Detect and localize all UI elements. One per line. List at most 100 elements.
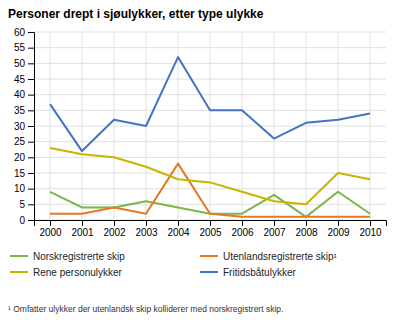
- y-tick-label: 5: [19, 199, 25, 210]
- x-tick: 2007: [263, 220, 286, 238]
- x-tick: 2010: [359, 220, 382, 238]
- legend-item: Utenlandsregistrerte skip¹: [200, 251, 338, 262]
- y-tick-label: 20: [14, 152, 26, 163]
- x-tick: 2000: [39, 220, 62, 238]
- legend-label: Utenlandsregistrerte skip¹: [223, 251, 338, 262]
- plot-area: [50, 57, 370, 217]
- y-tick: 15: [14, 168, 34, 179]
- series-line: [50, 57, 370, 151]
- x-tick-label: 2006: [231, 227, 254, 238]
- x-tick: 2001: [71, 220, 94, 238]
- x-tick-mark: [306, 220, 307, 226]
- grid-line-x: [114, 32, 115, 220]
- y-tick-mark: [28, 48, 34, 49]
- legend-label: Rene personulykker: [33, 267, 123, 278]
- legend-swatch: [200, 271, 218, 273]
- x-tick-label: 2010: [359, 227, 382, 238]
- legend-item: Norskregistrerte skip: [10, 251, 125, 262]
- y-tick-mark: [28, 32, 34, 33]
- y-tick-label: 45: [14, 74, 26, 85]
- y-tick-mark: [28, 95, 34, 96]
- grid-line-x: [210, 32, 211, 220]
- y-tick-label: 40: [14, 89, 26, 100]
- x-tick-mark: [242, 220, 243, 226]
- x-tick-label: 2007: [263, 227, 286, 238]
- x-tick-label: 2009: [327, 227, 350, 238]
- grid-line-x: [306, 32, 307, 220]
- x-tick-mark: [210, 220, 211, 226]
- grid-line-x: [370, 32, 371, 220]
- y-tick: 0: [19, 215, 34, 226]
- y-tick-mark: [28, 189, 34, 190]
- x-tick-mark: [114, 220, 115, 226]
- legend: Norskregistrerte skip Utenlandsregistrert…: [10, 251, 338, 278]
- y-tick: 25: [14, 136, 34, 147]
- y-tick: 45: [14, 74, 34, 85]
- y-tick-label: 55: [14, 42, 26, 53]
- y-tick: 35: [14, 105, 34, 116]
- y-tick: 60: [14, 27, 34, 38]
- y-tick-mark: [28, 173, 34, 174]
- legend-item: Fritidsbåtulykker: [200, 267, 296, 278]
- x-tick: 2002: [103, 220, 126, 238]
- x-tick: 2009: [327, 220, 350, 238]
- y-tick-label: 25: [14, 136, 26, 147]
- y-tick-mark: [28, 157, 34, 158]
- footnote: ¹ Omfatter ulykker der utenlandsk skip k…: [8, 304, 283, 314]
- x-tick-label: 2001: [71, 227, 94, 238]
- x-tick-label: 2000: [39, 227, 62, 238]
- x-tick-mark: [370, 220, 371, 226]
- y-tick-mark: [28, 220, 34, 221]
- y-axis-line: [28, 33, 35, 221]
- y-tick: 10: [14, 183, 34, 194]
- grid-line-x: [82, 32, 83, 220]
- y-tick: 30: [14, 121, 34, 132]
- y-tick-mark: [28, 142, 34, 143]
- x-tick: 2006: [231, 220, 254, 238]
- y-tick-mark: [28, 126, 34, 127]
- y-tick-label: 35: [14, 105, 26, 116]
- y-tick: 40: [14, 89, 34, 100]
- legend-swatch: [10, 255, 28, 257]
- x-tick-mark: [338, 220, 339, 226]
- x-tick-mark: [146, 220, 147, 226]
- y-tick-label: 60: [14, 27, 26, 38]
- grid-line-x: [178, 32, 179, 220]
- x-tick-label: 2008: [295, 227, 318, 238]
- y-tick: 20: [14, 152, 34, 163]
- x-tick-mark: [82, 220, 83, 226]
- grid: [34, 32, 386, 220]
- legend-item: Rene personulykker: [10, 267, 123, 278]
- y-tick-label: 50: [14, 58, 26, 69]
- title: Personer drept i sjøulykker, etter type …: [8, 7, 264, 21]
- chart: Personer drept i sjøulykker, etter type …: [0, 0, 400, 320]
- legend-label: Fritidsbåtulykker: [223, 267, 296, 278]
- x-tick-mark: [274, 220, 275, 226]
- y-tick: 5: [19, 199, 34, 210]
- x-axis-line: [35, 221, 387, 227]
- series-line: [50, 164, 370, 217]
- series-line: [50, 148, 370, 204]
- x-tick-mark: [178, 220, 179, 226]
- y-tick-mark: [28, 63, 34, 64]
- x-tick: 2008: [295, 220, 318, 238]
- x-tick-mark: [50, 220, 51, 226]
- x-tick-label: 2002: [103, 227, 126, 238]
- y-axis: 0 5 10 15 20 25 30 35 40 45 50 55 60: [14, 27, 35, 226]
- y-tick-mark: [28, 79, 34, 80]
- x-tick-label: 2005: [199, 227, 222, 238]
- x-tick-label: 2003: [135, 227, 158, 238]
- legend-swatch: [200, 255, 218, 257]
- y-tick-label: 30: [14, 121, 26, 132]
- x-axis: 2000 2001 2002 2003 2004 2005 2006 2007 2008 2009…: [35, 220, 387, 238]
- x-tick: 2005: [199, 220, 222, 238]
- x-tick: 2003: [135, 220, 158, 238]
- y-tick-label: 15: [14, 168, 26, 179]
- y-tick-label: 10: [14, 183, 26, 194]
- x-tick-label: 2004: [167, 227, 190, 238]
- y-tick: 50: [14, 58, 34, 69]
- y-tick: 55: [14, 42, 34, 53]
- legend-swatch: [10, 271, 28, 273]
- y-tick-mark: [28, 204, 34, 205]
- legend-label: Norskregistrerte skip: [33, 251, 125, 262]
